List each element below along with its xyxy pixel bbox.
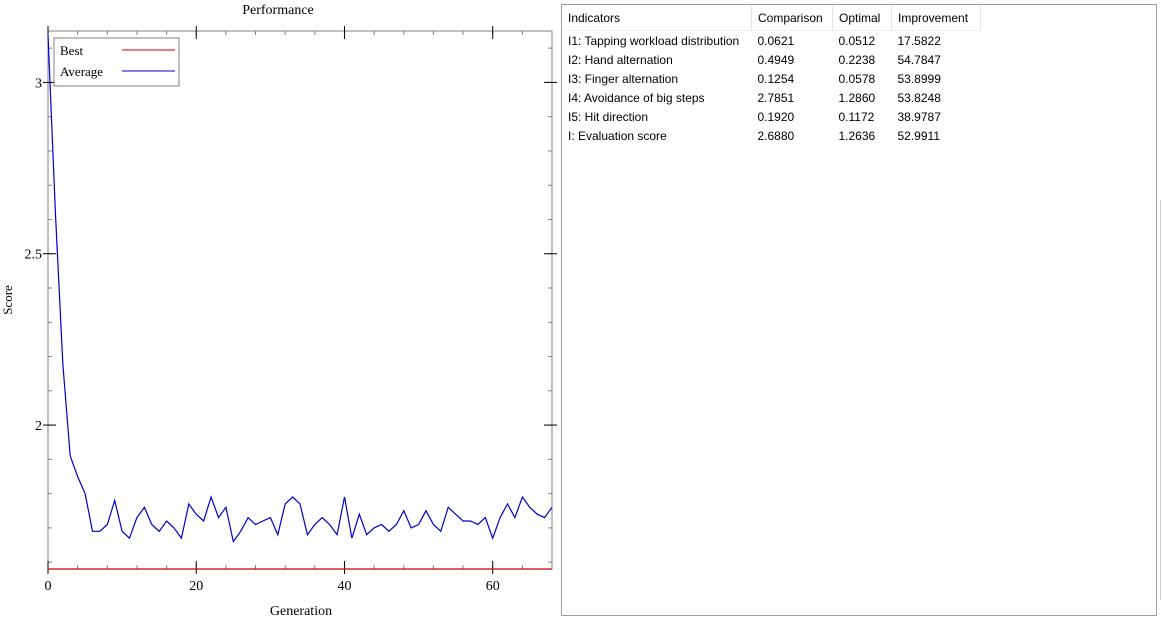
performance-chart: Performance 0 20 40 60 2 2.5 3 Generation Sco… — [0, 0, 560, 620]
x-tick-label: 20 — [189, 579, 203, 594]
table-header-row: Indicators Comparison Optimal Improvemen… — [562, 5, 981, 31]
cell-optimal: 0.0512 — [838, 33, 876, 48]
y-tick-label: 2.5 — [25, 248, 43, 263]
legend-label-average: Average — [60, 64, 103, 79]
table-row[interactable]: I5: Hit direction 0.1920 0.1172 38.9787 — [562, 107, 981, 126]
column-header-improvement[interactable]: Improvement — [891, 5, 981, 31]
major-ticks — [43, 26, 557, 574]
column-header-comparison[interactable]: Comparison — [751, 5, 833, 31]
cell-comparison: 2.6880 — [757, 128, 795, 143]
column-header-optimal[interactable]: Optimal — [832, 5, 892, 31]
x-tick-label: 40 — [337, 579, 351, 594]
chart-title: Performance — [242, 3, 314, 18]
y-tick-labels: 22.53 — [25, 76, 43, 434]
cell-indicator: I4: Avoidance of big steps — [568, 90, 705, 105]
plot-frame — [47, 30, 553, 570]
cell-indicator: I2: Hand alternation — [568, 52, 673, 67]
cell-comparison: 0.4949 — [757, 52, 795, 67]
table-row[interactable]: I2: Hand alternation 0.4949 0.2238 54.7847 — [562, 50, 981, 69]
cell-improvement: 53.8248 — [897, 90, 941, 105]
cell-indicator: I: Evaluation score — [568, 128, 667, 143]
y-tick-label: 3 — [35, 76, 42, 91]
cell-indicator: I3: Finger alternation — [568, 71, 679, 86]
cell-indicator: I5: Hit direction — [568, 109, 649, 124]
legend: Best Average — [53, 37, 180, 87]
cell-improvement: 38.9787 — [897, 109, 941, 124]
chart-svg: Performance 0 20 40 60 22.53 Generation Sco… — [0, 3, 557, 619]
legend-box — [53, 37, 180, 87]
scrollbar-track[interactable] — [1160, 200, 1161, 600]
y-tick-label: 2 — [35, 419, 42, 434]
cell-optimal: 0.2238 — [838, 52, 876, 67]
x-tick-label: 0 — [45, 579, 52, 594]
cell-comparison: 0.1920 — [757, 109, 795, 124]
cell-optimal: 1.2860 — [838, 90, 876, 105]
table-row[interactable]: I4: Avoidance of big steps 2.7851 1.2860 53… — [562, 88, 981, 107]
cell-comparison: 2.7851 — [757, 90, 795, 105]
cell-optimal: 1.2636 — [838, 128, 876, 143]
column-header-indicators[interactable]: Indicators — [562, 5, 752, 31]
cell-indicator: I1: Tapping workload distribution — [568, 33, 740, 48]
x-axis-label: Generation — [270, 604, 332, 619]
indicators-table-panel: Indicators Comparison Optimal Improvemen… — [561, 4, 1157, 616]
y-axis-label: Score — [0, 285, 15, 315]
cell-improvement: 52.9911 — [897, 128, 941, 143]
cell-improvement: 53.8999 — [897, 71, 941, 86]
legend-label-best: Best — [60, 43, 84, 58]
cell-optimal: 0.0578 — [838, 71, 876, 86]
cell-improvement: 54.7847 — [897, 52, 941, 67]
series-lines — [47, 34, 553, 570]
cell-comparison: 0.1254 — [757, 71, 795, 86]
cell-comparison: 0.0621 — [757, 33, 795, 48]
x-tick-labels: 0 20 40 60 — [45, 579, 500, 594]
table-row[interactable]: I1: Tapping workload distribution 0.0621 0… — [562, 31, 981, 51]
cell-improvement: 17.5822 — [897, 33, 941, 48]
cell-optimal: 0.1172 — [838, 109, 875, 124]
series-line-average — [47, 34, 553, 544]
indicators-table: Indicators Comparison Optimal Improvemen… — [562, 5, 981, 145]
table-row[interactable]: I: Evaluation score 2.6880 1.2636 52.9911 — [562, 126, 981, 145]
x-tick-label: 60 — [486, 579, 500, 594]
table-row[interactable]: I3: Finger alternation 0.1254 0.0578 53.899… — [562, 69, 981, 88]
minor-ticks — [47, 31, 553, 569]
